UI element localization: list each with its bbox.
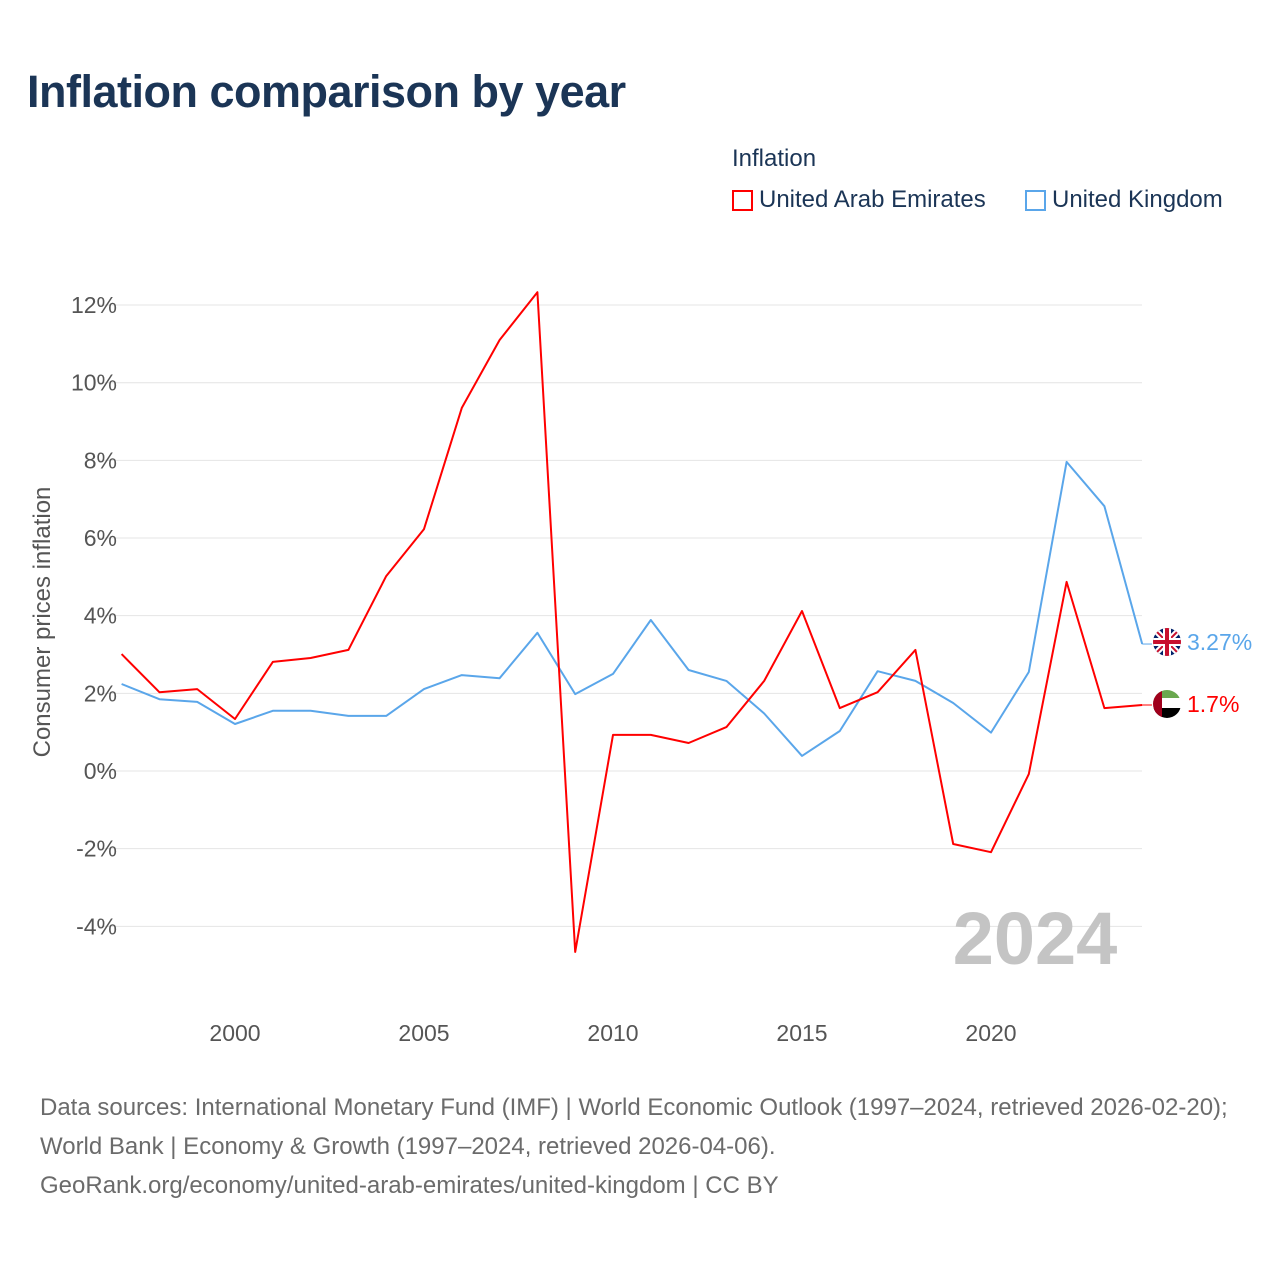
x-tick-label: 2010 <box>587 1020 638 1046</box>
y-tick-label: -4% <box>76 913 117 939</box>
x-tick-label: 2000 <box>209 1020 260 1046</box>
uk-flag-icon <box>1153 628 1181 656</box>
x-tick-label: 2020 <box>965 1020 1016 1046</box>
sources-note: Data sources: International Monetary Fun… <box>40 1088 1250 1205</box>
legend-label-uae: United Arab Emirates <box>759 186 986 213</box>
uae-end-label: 1.7% <box>1187 691 1239 717</box>
y-tick-label: 0% <box>84 758 117 784</box>
y-tick-label: 2% <box>84 680 117 706</box>
series-line-united-arab-emirates <box>120 291 1143 953</box>
legend-swatch-uae <box>732 189 753 211</box>
year-watermark: 2024 <box>953 897 1118 980</box>
y-tick-label: -2% <box>76 836 117 862</box>
legend-title: Inflation <box>732 145 817 172</box>
y-axis-label: Consumer prices inflation <box>29 487 56 758</box>
legend-item-uae[interactable]: United Arab Emirates <box>732 186 986 214</box>
y-tick-label: 6% <box>84 525 117 551</box>
sources-link[interactable]: GeoRank.org/economy/united-arab-emirates… <box>40 1172 779 1199</box>
y-tick-label: 4% <box>84 603 117 629</box>
x-tick-label: 2005 <box>398 1020 449 1046</box>
series-line-united-kingdom <box>121 460 1144 757</box>
legend-item-uk[interactable]: United Kingdom <box>1025 186 1223 214</box>
x-tick-label: 2015 <box>776 1020 827 1046</box>
sources-text: Data sources: International Monetary Fun… <box>40 1094 1228 1160</box>
uk-end-label: 3.27% <box>1187 629 1252 655</box>
y-tick-label: 8% <box>84 447 117 473</box>
legend-swatch-uk <box>1025 189 1046 211</box>
uae-flag-icon <box>1153 690 1181 718</box>
y-tick-label: 10% <box>71 370 117 396</box>
legend-label-uk: United Kingdom <box>1052 186 1223 213</box>
y-tick-label: 12% <box>71 292 117 318</box>
chart-title: Inflation comparison by year <box>27 66 626 117</box>
